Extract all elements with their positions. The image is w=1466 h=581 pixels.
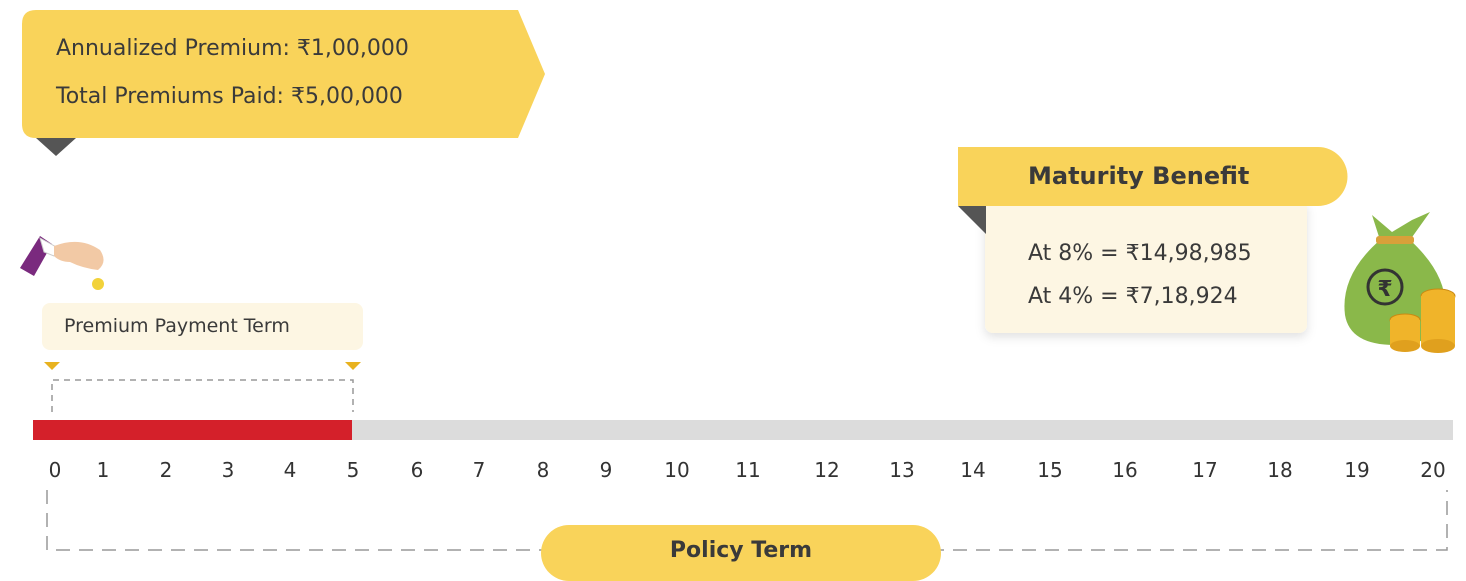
maturity-pointer [958,206,986,234]
maturity-line: At 8% = ₹14,98,985 [1028,241,1252,266]
maturity-title: Maturity Benefit [1028,162,1249,190]
year-label: 11 [735,458,760,482]
year-label: 0 [49,458,62,482]
year-label: 14 [960,458,985,482]
hand-icon [20,236,104,290]
ppt-bracket [52,380,353,412]
year-label: 16 [1112,458,1137,482]
maturity-line: At 4% = ₹7,18,924 [1028,284,1238,309]
maturity-box [985,200,1307,333]
year-label: 15 [1037,458,1062,482]
year-label: 4 [284,458,297,482]
page: ₹ Annualized Premium: ₹1,00,000 Total Pr… [0,0,1466,581]
ppt-label: Premium Payment Term [64,315,290,337]
year-label: 6 [411,458,424,482]
premium-period-bar [33,420,352,440]
annualized-premium: Annualized Premium: ₹1,00,000 [56,36,409,61]
year-label: 2 [160,458,173,482]
year-label: 3 [222,458,235,482]
year-label: 18 [1267,458,1292,482]
year-label: 9 [600,458,613,482]
callout-pointer [36,138,76,156]
premium-callout [22,10,545,138]
year-label: 1 [97,458,110,482]
year-label: 20 [1420,458,1445,482]
year-label: 19 [1344,458,1369,482]
marker [44,362,60,370]
year-label: 7 [473,458,486,482]
money-bag-icon: ₹ [1344,212,1455,353]
marker [345,362,361,370]
year-label: 10 [664,458,689,482]
year-label: 8 [537,458,550,482]
svg-text:₹: ₹ [1377,277,1392,302]
year-label: 12 [814,458,839,482]
policy-term: Policy Term [541,538,941,563]
year-label: 5 [347,458,360,482]
year-label: 17 [1192,458,1217,482]
year-label: 13 [889,458,914,482]
total-premiums-paid: Total Premiums Paid: ₹5,00,000 [56,84,403,109]
